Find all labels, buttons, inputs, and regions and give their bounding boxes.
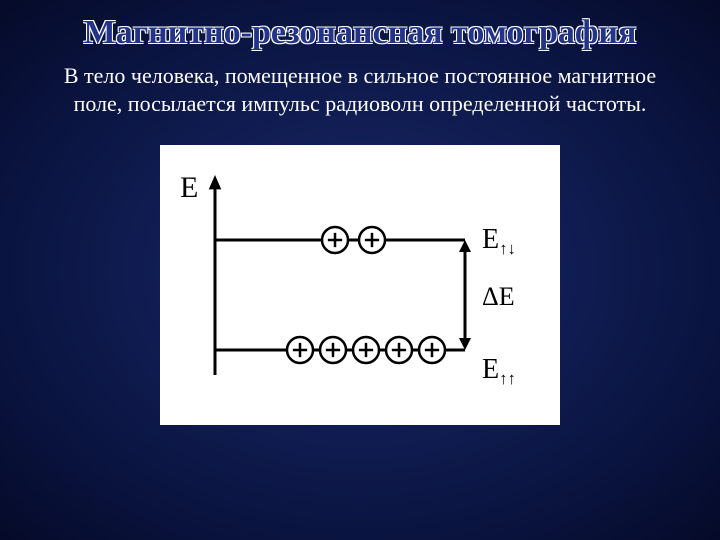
slide-title: Магнитно-резонансная томография <box>0 0 720 52</box>
energy-level-diagram: E E↑↓ ΔE E↑↑ <box>160 145 560 425</box>
diagram-container: E E↑↓ ΔE E↑↑ <box>0 145 720 425</box>
svg-text:E: E <box>180 171 198 204</box>
svg-text:E↑↓: E↑↓ <box>482 224 516 258</box>
slide-subtitle: В тело человека, помещенное в сильное по… <box>40 62 680 117</box>
svg-text:E↑↑: E↑↑ <box>482 354 516 388</box>
svg-text:ΔE: ΔE <box>482 282 515 311</box>
